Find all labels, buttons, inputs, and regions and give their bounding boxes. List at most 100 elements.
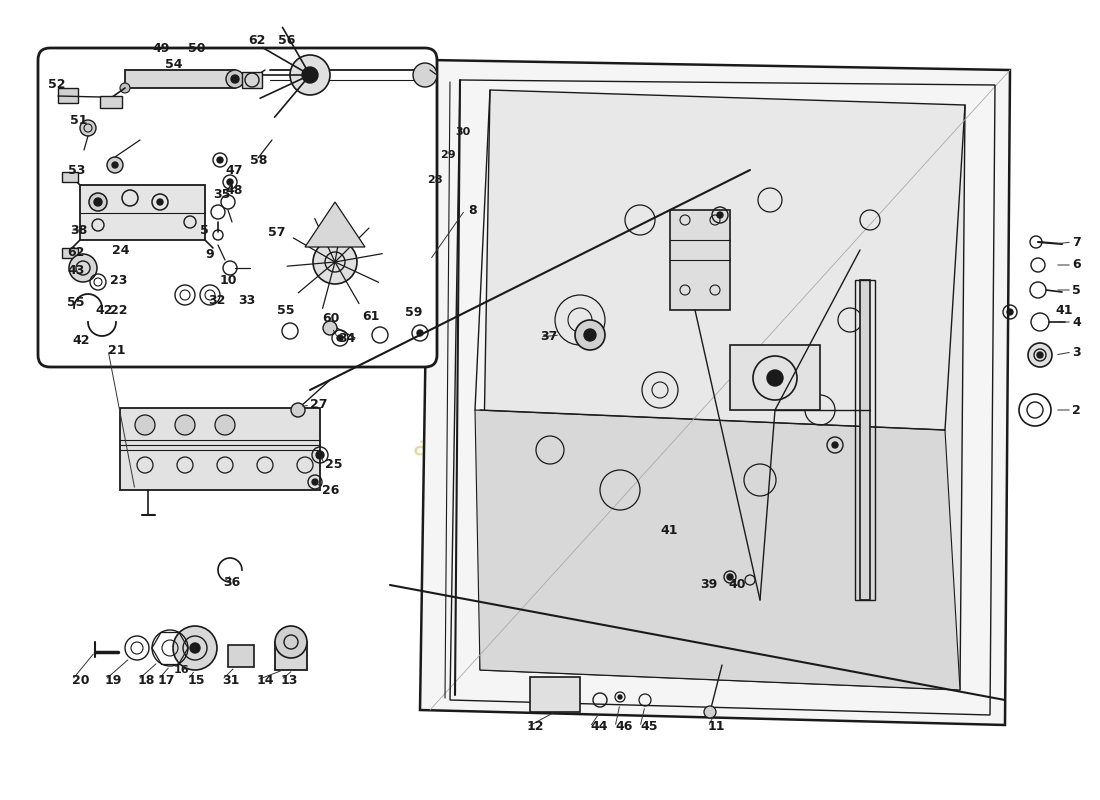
- Circle shape: [412, 63, 437, 87]
- Circle shape: [575, 320, 605, 350]
- Text: 13: 13: [280, 674, 298, 686]
- Circle shape: [231, 75, 239, 83]
- Text: 49: 49: [152, 42, 169, 54]
- Text: 57: 57: [268, 226, 286, 238]
- Text: 38: 38: [70, 223, 87, 237]
- Text: 2: 2: [1072, 403, 1080, 417]
- Text: 7: 7: [1072, 235, 1080, 249]
- Bar: [855, 280, 875, 600]
- Bar: [120, 408, 320, 490]
- Text: 16: 16: [174, 665, 189, 675]
- Text: 19: 19: [104, 674, 122, 686]
- Bar: [80, 185, 205, 240]
- Text: 42: 42: [72, 334, 89, 346]
- Text: 62: 62: [248, 34, 265, 46]
- Text: 60: 60: [322, 311, 340, 325]
- Text: 44: 44: [590, 721, 607, 734]
- Text: 41: 41: [1055, 303, 1072, 317]
- Polygon shape: [480, 90, 965, 690]
- Polygon shape: [305, 202, 365, 247]
- Circle shape: [226, 70, 244, 88]
- Text: 27: 27: [310, 398, 328, 411]
- Text: 4: 4: [1072, 315, 1080, 329]
- Circle shape: [175, 415, 195, 435]
- Circle shape: [314, 240, 358, 284]
- Text: 32: 32: [208, 294, 226, 306]
- Bar: [275, 642, 307, 670]
- Circle shape: [120, 83, 130, 93]
- Text: 42: 42: [95, 303, 112, 317]
- Bar: [62, 248, 78, 258]
- Bar: [58, 88, 78, 103]
- Text: 6: 6: [1072, 258, 1080, 271]
- Circle shape: [618, 695, 621, 699]
- Bar: [62, 172, 78, 182]
- Text: 40: 40: [728, 578, 746, 591]
- Circle shape: [302, 67, 318, 83]
- Circle shape: [1006, 309, 1013, 315]
- Text: 48: 48: [226, 183, 242, 197]
- Text: 39: 39: [700, 578, 717, 591]
- Text: 55: 55: [67, 297, 85, 310]
- Bar: [860, 280, 870, 600]
- Text: 31: 31: [222, 674, 240, 686]
- Circle shape: [89, 193, 107, 211]
- Circle shape: [80, 120, 96, 136]
- Circle shape: [157, 199, 163, 205]
- Circle shape: [832, 442, 838, 448]
- Text: 8: 8: [468, 203, 476, 217]
- Circle shape: [112, 162, 118, 168]
- Circle shape: [1028, 343, 1052, 367]
- Circle shape: [290, 55, 330, 95]
- Text: 10: 10: [220, 274, 238, 286]
- Circle shape: [316, 451, 324, 459]
- Text: 17: 17: [158, 674, 176, 686]
- Text: 46: 46: [615, 721, 632, 734]
- Circle shape: [337, 335, 343, 341]
- Circle shape: [1037, 352, 1043, 358]
- Text: 62: 62: [67, 246, 85, 258]
- Text: 34: 34: [338, 331, 355, 345]
- Text: 12: 12: [527, 721, 544, 734]
- Text: 18: 18: [138, 674, 155, 686]
- Text: 41: 41: [660, 523, 678, 537]
- Text: 50: 50: [188, 42, 206, 54]
- Bar: [228, 645, 254, 667]
- Circle shape: [214, 415, 235, 435]
- Circle shape: [135, 415, 155, 435]
- Circle shape: [584, 329, 596, 341]
- Text: 35: 35: [213, 189, 230, 202]
- FancyBboxPatch shape: [39, 48, 437, 367]
- Text: 33: 33: [238, 294, 255, 306]
- Circle shape: [190, 643, 200, 653]
- Text: 14: 14: [257, 674, 275, 686]
- Text: 22: 22: [110, 303, 128, 317]
- Bar: [242, 72, 262, 88]
- Bar: [730, 345, 820, 410]
- Text: 21: 21: [108, 343, 125, 357]
- Text: 56: 56: [278, 34, 296, 46]
- Circle shape: [717, 212, 723, 218]
- Text: 55: 55: [277, 303, 295, 317]
- Circle shape: [217, 157, 223, 163]
- Circle shape: [94, 198, 102, 206]
- Text: 28: 28: [427, 175, 442, 185]
- Bar: [530, 677, 580, 712]
- Text: 29: 29: [440, 150, 455, 160]
- Text: 54: 54: [165, 58, 183, 71]
- Text: 45: 45: [640, 721, 658, 734]
- Text: 61: 61: [362, 310, 380, 322]
- Circle shape: [417, 330, 424, 336]
- Bar: [125, 70, 235, 88]
- Text: 59: 59: [405, 306, 422, 318]
- Text: 23: 23: [110, 274, 128, 286]
- Circle shape: [173, 626, 217, 670]
- Text: 36: 36: [223, 575, 240, 589]
- Text: 52: 52: [48, 78, 66, 91]
- Text: 51: 51: [70, 114, 88, 126]
- Circle shape: [292, 403, 305, 417]
- Text: 5: 5: [200, 223, 209, 237]
- Circle shape: [323, 321, 337, 335]
- Polygon shape: [420, 60, 1010, 725]
- Text: 3: 3: [1072, 346, 1080, 358]
